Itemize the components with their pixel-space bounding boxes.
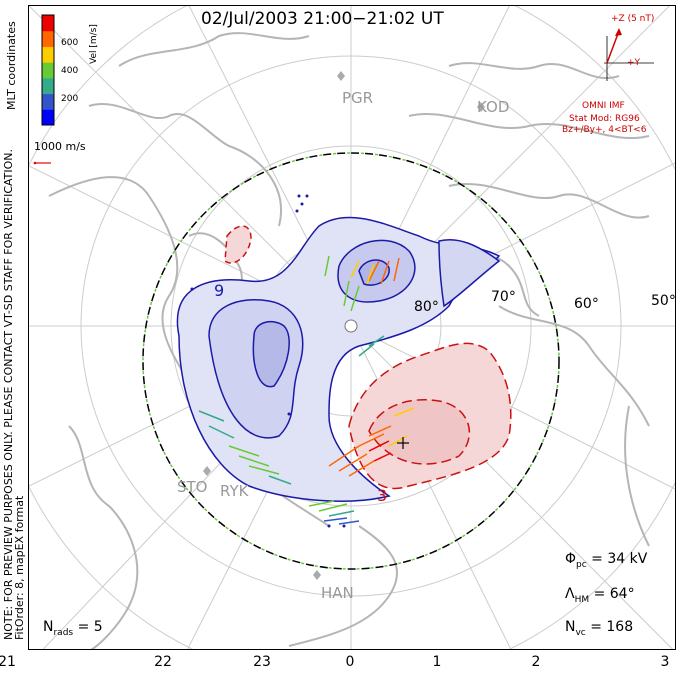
heppner-maynard-boundary [142,152,560,570]
stat-phi-pc: Φpc = 34 kV [565,551,647,570]
place-label-sto: STO [177,478,208,496]
mlt-tick-1: 1 [432,654,442,670]
stat-lambda-value: = 64° [593,586,635,602]
contour-label-3: 3 [377,486,388,505]
reference-vector-label: 1000 m/s [34,140,86,153]
imf-bz-label: +Z (5 nT) [611,14,655,24]
mlt-tick-21: 21 [0,654,16,670]
stat-phi-sub: pc [576,559,587,570]
imf-by-label: +Y [627,58,641,68]
mlt-tick-2: 2 [531,654,541,670]
magnetic-pole-marker [344,319,358,333]
place-label-kod: KOD [477,98,510,116]
stat-lambda-hm: ΛHM = 64° [565,586,635,605]
polar-map [29,6,675,649]
potential-maximum-marker [397,437,409,449]
stat-n-vc: Nvc = 168 [565,619,633,638]
latitude-label-60: 60° [574,296,599,312]
place-label-pgr: PGR [342,89,374,107]
stat-nvc-value: = 168 [590,619,634,635]
colorbar-title: Vel [m/s] [89,24,99,64]
stat-n-rads: Nrads = 5 [43,619,103,638]
coordinate-system-label: MLT coordinates [5,21,18,110]
mlt-tick-3: 3 [660,654,670,670]
contour-label-9: 9 [214,281,225,300]
map-frame: PGR KOD STO RYK HAN 80° 70° 60° 50° 9 3 … [28,5,676,650]
place-label-han: HAN [321,584,354,602]
mlt-tick-22: 22 [154,654,172,670]
vector-points [190,194,346,528]
map-title: 02/Jul/2003 21:00−21:02 UT [201,9,444,29]
imf-stat-mod: Stat Mod: RG96 [569,114,640,124]
mlt-tick-23: 23 [253,654,271,670]
radar-site-markers [203,71,485,580]
stat-phi-value: = 34 kV [591,551,648,567]
imf-condition: Bz+/By+, 4<BT<6 [562,125,647,135]
colorbar-segment [42,15,54,32]
colorbar-segment [42,93,54,110]
colorbar-segment [42,109,54,126]
stat-phi-symbol: Φ [565,551,577,567]
colorbar-segment [42,62,54,79]
stat-lambda-sub: HM [574,594,590,605]
imf-vector [606,30,620,64]
latitude-label-80: 80° [414,299,439,315]
imf-dial [604,36,654,81]
colorbar-tick-400: 400 [61,66,79,76]
velocity-colorbar [41,14,55,126]
dawn-convection-cell [224,225,512,490]
stat-nvc-symbol: N [565,619,576,635]
latitude-label-50: 50° [651,293,676,309]
stat-lambda-symbol: Λ [565,586,575,602]
colorbar-segment [42,30,54,47]
colorbar-tick-600: 600 [61,38,79,48]
imf-source: OMNI IMF [582,101,625,111]
mlt-tick-0: 0 [345,654,355,670]
coastlines [48,32,650,649]
place-label-ryk: RYK [220,482,249,500]
velocity-vectors [198,255,415,525]
dusk-convection-cell [176,216,501,502]
colorbar-border [41,14,55,126]
stat-nrads-value: = 5 [77,619,103,635]
colorbar-tick-200: 200 [61,94,79,104]
latitude-label-70: 70° [491,289,516,305]
stat-nrads-sub: rads [53,627,74,638]
stat-nrads-symbol: N [43,619,54,635]
stat-nvc-sub: vc [575,627,586,638]
colorbar-segment [42,77,54,95]
colorbar-segment [42,46,54,63]
